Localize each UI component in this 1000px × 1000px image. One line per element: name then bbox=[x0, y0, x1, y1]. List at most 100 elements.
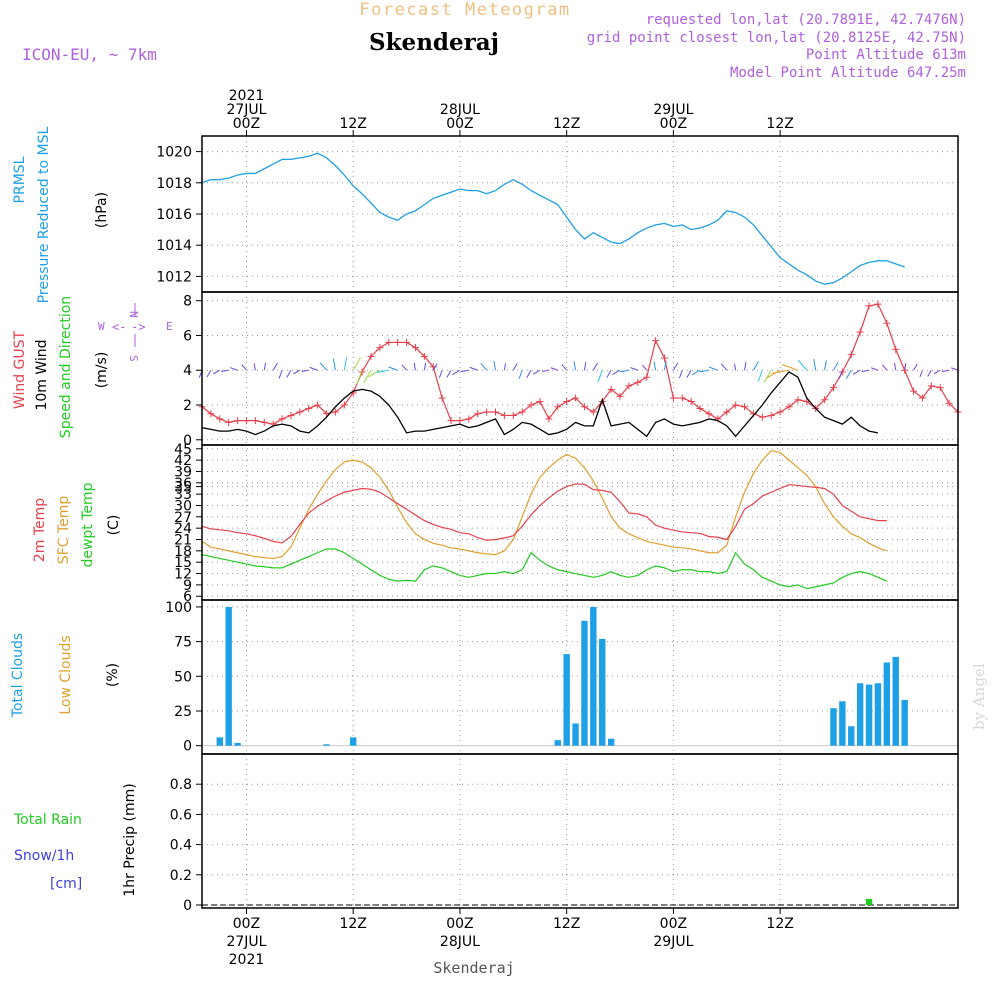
y-tick-label: 1020 bbox=[156, 145, 192, 161]
label-pressure-msl: Pressure Reduced to MSL bbox=[36, 126, 52, 303]
wind-direction-arrow bbox=[213, 369, 221, 375]
gust-point bbox=[509, 411, 517, 419]
wind-direction-arrow bbox=[686, 369, 692, 379]
time-label-top: 00Z bbox=[446, 116, 473, 132]
gust-point bbox=[563, 398, 571, 406]
gust-point bbox=[616, 392, 624, 400]
time-label-bottom: 00Z bbox=[446, 916, 473, 932]
wind-direction-arrow bbox=[221, 369, 229, 373]
gust-point bbox=[385, 338, 393, 346]
cloud-bar bbox=[590, 606, 597, 746]
wind-direction-arrow bbox=[263, 362, 267, 371]
cloud-bar bbox=[901, 699, 908, 746]
gust-point bbox=[821, 396, 829, 404]
wind-direction-arrow bbox=[606, 369, 612, 378]
wind-direction-arrow bbox=[708, 366, 719, 371]
wind-direction-arrow bbox=[699, 369, 710, 373]
label-total-rain: Total Rain bbox=[13, 812, 82, 828]
y-tick-label: 0.2 bbox=[170, 868, 192, 884]
cloud-bar bbox=[892, 656, 899, 746]
wind-direction-arrow bbox=[692, 369, 701, 376]
wind-direction-arrow bbox=[720, 363, 728, 371]
y-tick-label: 0 bbox=[183, 739, 192, 755]
wind-direction-arrow bbox=[253, 363, 256, 371]
cloud-bar bbox=[572, 723, 579, 746]
time-label-top: 29JUL bbox=[653, 102, 693, 118]
wind-direction-arrow bbox=[933, 369, 941, 375]
time-label-top: 12Z bbox=[766, 116, 793, 132]
y-tick-label: 12 bbox=[174, 567, 192, 583]
time-label-top: 12Z bbox=[339, 116, 366, 132]
time-label-bottom: 12Z bbox=[766, 916, 793, 932]
point-altitude: Point Altitude 613m bbox=[806, 47, 966, 63]
gust-point bbox=[936, 384, 944, 392]
gust-point bbox=[376, 344, 384, 352]
cloud-bar bbox=[349, 737, 357, 746]
label-dewpt-temp: dewpt Temp bbox=[80, 482, 96, 567]
cloud-bar bbox=[234, 742, 241, 746]
wind-direction-arrow bbox=[672, 362, 679, 371]
cloud-bar bbox=[830, 708, 837, 746]
gust-point bbox=[500, 411, 508, 419]
label-snow: Snow/1h bbox=[14, 848, 74, 864]
wind-direction-arrow bbox=[367, 369, 381, 378]
gust-point bbox=[847, 351, 855, 359]
compass-e: E bbox=[166, 320, 173, 333]
wind-direction-arrow bbox=[332, 358, 336, 371]
time-label-bottom: 00Z bbox=[233, 916, 260, 932]
wind-direction-arrow bbox=[592, 362, 598, 371]
wind-direction-arrow bbox=[423, 362, 427, 371]
gust-point bbox=[874, 300, 882, 308]
y-tick-label: 1016 bbox=[156, 207, 192, 223]
gust-point bbox=[438, 394, 446, 402]
gust-point bbox=[554, 403, 562, 411]
cloud-bar bbox=[563, 654, 570, 746]
wind-direction-arrow bbox=[904, 363, 907, 371]
unit-temp: (C) bbox=[106, 515, 122, 536]
wind-direction-arrow bbox=[532, 369, 541, 375]
wind-direction-arrow bbox=[413, 362, 416, 371]
wind-direction-arrow bbox=[612, 369, 621, 376]
pressure-panel: 1012 1014 1016 1018 1020 bbox=[156, 135, 959, 293]
wind-direction-arrow bbox=[460, 369, 469, 373]
wind-direction-arrow bbox=[852, 369, 861, 375]
gust-point bbox=[483, 408, 491, 416]
y-tick-label: 33 bbox=[174, 487, 192, 503]
wind-direction-arrow bbox=[913, 363, 918, 371]
wind-direction-arrow bbox=[845, 369, 852, 380]
gust-point bbox=[207, 410, 215, 418]
wind-direction-arrow bbox=[597, 370, 603, 383]
wind-direction-arrow bbox=[838, 370, 843, 379]
gust-point bbox=[776, 408, 784, 416]
gust-point bbox=[331, 408, 339, 416]
wind-direction-arrow bbox=[301, 369, 309, 372]
gust-point bbox=[314, 401, 322, 409]
wind-direction-arrow bbox=[438, 370, 443, 379]
wind-direction-arrow bbox=[278, 370, 283, 379]
wind-direction-arrow bbox=[583, 361, 587, 371]
y-tick-label: 21 bbox=[174, 533, 192, 549]
cloud-bar bbox=[865, 684, 873, 746]
wind-direction-arrow bbox=[919, 370, 923, 378]
series-prmsl bbox=[201, 152, 905, 285]
gust-point bbox=[732, 401, 740, 409]
y-tick-label: 1014 bbox=[156, 238, 192, 254]
wind-direction-arrow bbox=[480, 363, 487, 371]
y-tick-label: 0 bbox=[183, 433, 192, 449]
gust-point bbox=[794, 396, 802, 404]
clouds-panel: 0 25 50 75 100 bbox=[165, 599, 959, 755]
gust-point bbox=[545, 415, 553, 423]
y-tick-label: 6 bbox=[183, 328, 192, 344]
wind-direction-arrow bbox=[893, 363, 897, 371]
gust-point bbox=[340, 401, 348, 409]
wind-direction-arrow bbox=[573, 361, 577, 371]
precip-panel: 0 0.2 0.4 0.6 0.8 bbox=[170, 753, 959, 914]
gust-point bbox=[643, 373, 651, 381]
wind-direction-arrow bbox=[363, 369, 372, 383]
wind-direction-arrow bbox=[781, 364, 799, 371]
time-label-top: 00Z bbox=[660, 116, 687, 132]
y-tick-label: 45 bbox=[174, 442, 192, 458]
wind-direction-arrow bbox=[446, 369, 452, 378]
wind-direction-arrow bbox=[813, 358, 817, 371]
